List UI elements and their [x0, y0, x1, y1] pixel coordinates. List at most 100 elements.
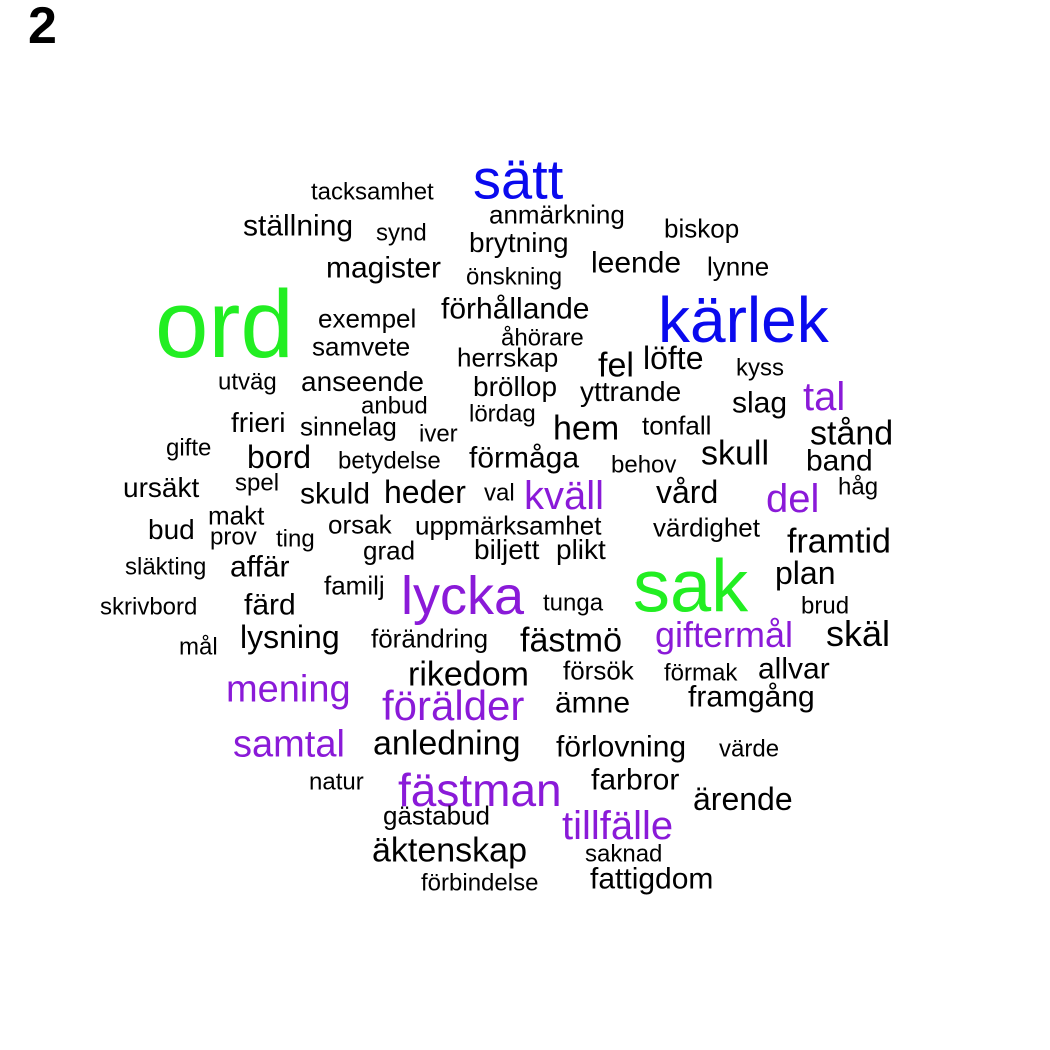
- word-29: herrskap: [457, 342, 559, 373]
- word-72: affär: [230, 550, 290, 584]
- word-32: kyss: [736, 354, 784, 382]
- word-17: ställning: [243, 209, 354, 243]
- word-21: magister: [326, 251, 442, 285]
- word-98: saknad: [585, 840, 663, 868]
- word-18: synd: [376, 219, 427, 247]
- word-79: mål: [179, 633, 218, 661]
- word-1: ord: [155, 271, 294, 379]
- word-82: fästmö: [520, 621, 623, 660]
- word-6: fästman: [398, 764, 562, 817]
- word-66: värdighet: [653, 512, 760, 543]
- word-60: makt: [208, 500, 265, 531]
- word-81: förändring: [371, 623, 489, 654]
- word-56: heder: [384, 474, 466, 511]
- word-2: sak: [633, 544, 749, 628]
- word-26: förhållande: [441, 292, 590, 326]
- word-35: bröllop: [473, 371, 558, 403]
- word-37: slag: [732, 386, 788, 420]
- word-50: behov: [611, 451, 677, 479]
- word-93: natur: [309, 768, 364, 796]
- word-31: löfte: [643, 340, 704, 377]
- word-12: kväll: [524, 473, 605, 518]
- word-16: anmärkning: [489, 199, 625, 230]
- word-24: lynne: [707, 251, 770, 282]
- word-74: familj: [324, 570, 385, 601]
- word-40: sinnelag: [300, 411, 397, 442]
- word-46: gifte: [166, 434, 212, 462]
- word-97: äktenskap: [372, 831, 527, 870]
- word-45: stånd: [810, 414, 894, 453]
- word-5: lycka: [401, 565, 525, 626]
- word-47: bord: [247, 439, 312, 476]
- word-99: fattigdom: [590, 862, 714, 896]
- word-7: förälder: [382, 682, 525, 730]
- word-52: band: [806, 444, 873, 478]
- word-11: tillfälle: [562, 803, 674, 848]
- word-43: hem: [553, 409, 620, 448]
- word-25: exempel: [318, 303, 417, 334]
- word-23: leende: [591, 246, 682, 280]
- word-3: kärlek: [658, 284, 829, 357]
- word-30: fel: [598, 346, 634, 385]
- word-9: mening: [226, 668, 351, 711]
- word-54: spel: [235, 469, 280, 497]
- word-33: utväg: [218, 368, 277, 396]
- word-73: plan: [775, 555, 836, 592]
- word-90: anledning: [373, 724, 521, 763]
- word-92: värde: [719, 735, 780, 763]
- word-76: färd: [244, 588, 296, 622]
- word-100: förbindelse: [421, 869, 539, 897]
- word-84: rikedom: [408, 655, 529, 694]
- word-27: åhörare: [501, 324, 584, 352]
- word-34: anseende: [301, 366, 425, 398]
- word-19: brytning: [469, 227, 569, 259]
- word-75: skrivbord: [100, 593, 198, 621]
- word-71: släkting: [125, 553, 207, 581]
- word-53: ursäkt: [123, 472, 200, 504]
- word-77: tunga: [543, 589, 604, 617]
- word-13: tal: [803, 374, 846, 419]
- word-64: orsak: [328, 509, 392, 540]
- word-69: biljett: [474, 534, 540, 566]
- word-87: allvar: [758, 652, 830, 686]
- word-58: vård: [656, 474, 719, 511]
- word-28: samvete: [312, 331, 411, 362]
- word-61: bud: [148, 514, 195, 546]
- panel-label: 2: [28, 0, 57, 55]
- word-89: ämne: [555, 686, 631, 720]
- word-42: iver: [419, 420, 458, 448]
- word-95: ärende: [693, 781, 793, 818]
- word-59: håg: [838, 473, 879, 501]
- word-10: giftermål: [655, 613, 794, 655]
- word-36: yttrande: [580, 376, 682, 408]
- word-91: förlovning: [556, 730, 687, 764]
- word-48: betydelse: [338, 447, 441, 475]
- word-63: ting: [276, 525, 315, 553]
- word-55: skuld: [300, 477, 371, 511]
- word-38: anbud: [361, 392, 428, 420]
- word-83: skäl: [826, 612, 891, 654]
- word-86: förmak: [664, 659, 738, 687]
- word-65: uppmärksamhet: [415, 510, 602, 541]
- word-94: farbror: [591, 763, 680, 797]
- word-88: framgång: [688, 680, 815, 714]
- word-80: lysning: [240, 619, 340, 656]
- word-14: del: [766, 476, 820, 521]
- word-62: prov: [210, 523, 257, 551]
- word-78: brud: [801, 592, 850, 620]
- word-39: frieri: [231, 407, 286, 439]
- word-41: lördag: [469, 400, 536, 428]
- word-70: plikt: [556, 534, 606, 566]
- word-44: tonfall: [642, 410, 712, 441]
- word-49: förmåga: [469, 441, 580, 475]
- word-15: tacksamhet: [311, 178, 434, 206]
- word-22: önskning: [466, 263, 563, 291]
- word-8: samtal: [233, 723, 345, 766]
- word-68: grad: [363, 535, 416, 566]
- word-85: försök: [563, 655, 634, 686]
- word-51: skull: [701, 434, 770, 473]
- word-20: biskop: [664, 213, 740, 244]
- word-67: framtid: [787, 522, 891, 561]
- word-57: val: [484, 479, 515, 507]
